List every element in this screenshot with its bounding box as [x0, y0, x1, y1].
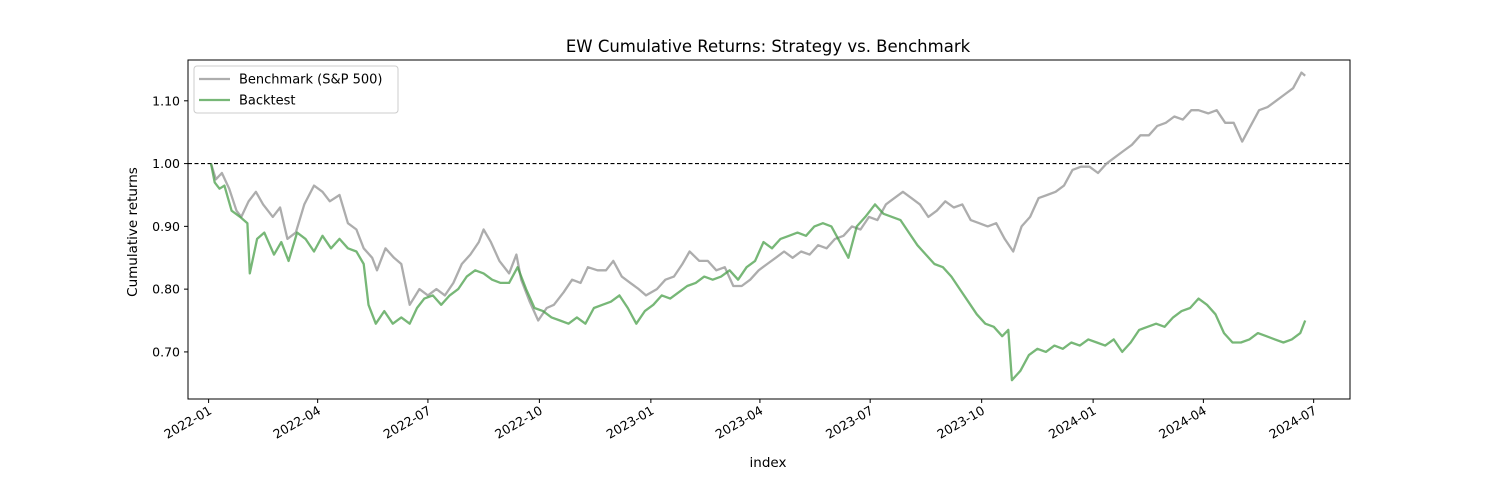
- y-tick-label: 0.70: [152, 344, 180, 359]
- legend: Benchmark (S&P 500) Backtest: [193, 65, 399, 114]
- plot-area: [188, 71, 1350, 382]
- x-tick-label: 2024-04: [1156, 403, 1209, 442]
- x-tick-label: 2023-04: [713, 403, 766, 442]
- chart-title: EW Cumulative Returns: Strategy vs. Benc…: [566, 37, 971, 56]
- legend-label-benchmark: Benchmark (S&P 500): [239, 73, 383, 88]
- x-tick-label: 2022-07: [381, 403, 434, 442]
- y-tick-label: 0.80: [152, 282, 180, 297]
- series-line-benchmark: [209, 71, 1306, 322]
- y-tick-label: 1.00: [152, 156, 180, 171]
- x-tick-label: 2024-07: [1266, 403, 1319, 442]
- y-tick-label: 0.90: [152, 219, 180, 234]
- x-tick-label: 2023-07: [823, 403, 876, 442]
- y-tick-label: 1.10: [152, 93, 180, 108]
- series-line-backtest: [209, 163, 1307, 382]
- legend-box: [193, 65, 399, 114]
- x-tick-label: 2022-10: [492, 403, 545, 442]
- x-axis-title: index: [750, 455, 787, 471]
- x-tick-label: 2022-04: [270, 403, 323, 442]
- y-axis-title: Cumulative returns: [125, 167, 141, 297]
- x-tick-label: 2022-01: [161, 403, 214, 442]
- x-tick-label: 2024-01: [1046, 403, 1099, 442]
- plot-frame: [187, 59, 1351, 400]
- x-tick-label: 2023-10: [934, 403, 987, 442]
- x-tick-label: 2023-01: [604, 403, 657, 442]
- legend-label-backtest: Backtest: [239, 94, 296, 109]
- axes: 0.70 0.80 0.90 1.00 1.10 2022-01 2022-04 2022-0…: [152, 59, 1351, 442]
